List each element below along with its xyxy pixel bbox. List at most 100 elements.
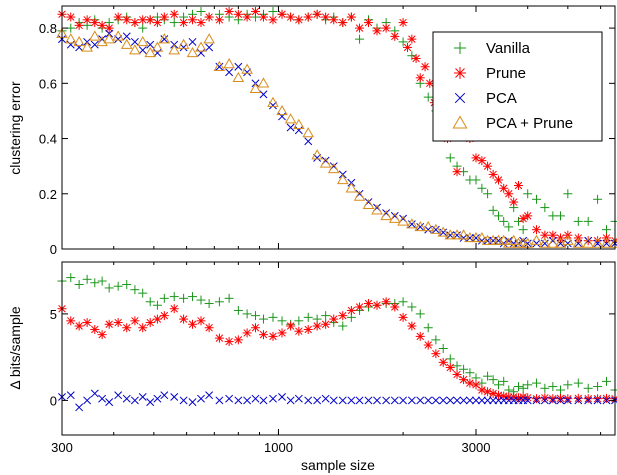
bottom-pca-point	[205, 391, 214, 400]
top-prune-point	[258, 12, 268, 22]
bottom-prune-point	[459, 375, 469, 385]
top-pca-point	[205, 43, 214, 52]
top-prune-point	[346, 12, 356, 22]
legend-marker-vanilla	[454, 42, 466, 54]
top-y-tick-label: 0.6	[39, 76, 57, 91]
top-pca_prune-point	[257, 77, 270, 88]
bottom-vanilla-point	[214, 297, 224, 307]
top-pca_prune-point	[502, 237, 515, 248]
bottom-plot-frame	[61, 261, 616, 436]
bottom-pca-point	[382, 396, 391, 405]
bottom-prune-point	[602, 393, 612, 403]
bottom-pca-point	[278, 392, 286, 401]
top-pca_prune-point	[554, 237, 567, 248]
top-vanilla-point	[138, 23, 148, 33]
bottom-pca-point	[160, 391, 169, 400]
top-pca_prune-point	[311, 149, 323, 160]
bottom-vanilla-point	[138, 288, 148, 298]
top-prune-point	[90, 18, 100, 28]
bottom-prune-point	[415, 331, 425, 341]
bottom-vanilla-point	[493, 380, 503, 390]
bottom-vanilla-point	[398, 297, 408, 307]
bottom-pca-point	[465, 396, 474, 405]
bottom-pca-point	[338, 396, 347, 405]
bottom-vanilla-point	[407, 302, 417, 312]
top-vanilla-point	[518, 225, 528, 235]
top-pca-point	[424, 225, 433, 234]
top-pca_prune-point	[249, 82, 262, 94]
bottom-panel: 300 1000 3000 0 5 Δ bits/sample sample size	[7, 261, 617, 473]
bottom-vanilla-point	[483, 371, 493, 381]
bottom-vanilla-point	[204, 299, 214, 309]
bottom-prune-point	[445, 363, 455, 373]
top-prune-point	[233, 9, 243, 19]
top-pca-point	[197, 48, 205, 57]
top-pca-point	[286, 123, 295, 132]
bottom-pca-point	[390, 396, 399, 405]
bottom-pca-point	[407, 396, 416, 405]
bottom-vanilla-point	[445, 354, 455, 364]
top-pca_prune-point	[302, 127, 315, 138]
bottom-vanilla-point	[179, 293, 189, 303]
bottom-prune-point	[355, 302, 365, 312]
bottom-vanilla-point	[602, 376, 612, 386]
top-panel-marks	[56, 7, 617, 248]
top-pca_prune-point	[397, 215, 409, 226]
bottom-pca-point	[122, 394, 131, 403]
top-pca_prune-point	[336, 174, 349, 185]
top-y-tick-label: 0	[50, 242, 57, 257]
top-prune-point	[504, 189, 514, 199]
top-prune-point	[277, 9, 287, 19]
top-vanilla-point	[268, 7, 278, 17]
top-prune-point	[411, 53, 421, 63]
bottom-pca-point	[243, 396, 252, 405]
bottom-prune-point	[196, 316, 206, 326]
top-prune-point	[518, 214, 528, 224]
top-pca-point	[188, 37, 197, 46]
top-prune-point	[188, 15, 198, 25]
top-prune-point	[381, 23, 391, 33]
legend-marker-pca_prune	[452, 115, 468, 129]
top-pca_prune-point	[327, 162, 340, 174]
bottom-pca-point	[574, 396, 583, 405]
bottom-pca-point	[453, 396, 461, 405]
bottom-pca-point	[477, 396, 486, 405]
bottom-pca-point	[532, 396, 541, 405]
top-prune-point	[224, 7, 234, 17]
top-prune-point	[66, 12, 76, 22]
bottom-vanilla-point	[250, 311, 260, 321]
bottom-pca-point	[472, 396, 480, 405]
top-pca_prune-point	[507, 234, 520, 245]
top-pca_prune-point	[81, 41, 93, 52]
bottom-prune-point	[258, 330, 268, 340]
bottom-vanilla-point	[82, 274, 92, 284]
bottom-vanilla-point	[303, 312, 313, 322]
top-pca-point	[304, 137, 313, 146]
top-prune-point	[97, 20, 107, 30]
bottom-pca-point	[523, 396, 532, 405]
top-pca_prune-point	[345, 182, 358, 193]
top-prune-point	[372, 26, 382, 36]
bottom-pca-point	[347, 396, 356, 405]
bottom-vanilla-point	[573, 378, 583, 388]
bottom-pca-point	[259, 396, 268, 405]
bottom-panel-marks	[57, 273, 617, 412]
bottom-vanilla-point	[113, 281, 123, 291]
bottom-prune-point	[312, 321, 322, 331]
top-pca_prune-point	[203, 33, 215, 44]
bottom-vanilla-point	[523, 380, 533, 390]
top-prune-point	[531, 225, 541, 235]
top-vanilla-point	[548, 211, 558, 221]
top-y-tick-label: 0.8	[39, 21, 57, 36]
bottom-vanilla-point	[159, 293, 169, 303]
bottom-prune-point	[66, 316, 76, 326]
top-y-axis-label: clustering error	[7, 81, 23, 175]
top-vanilla-point	[602, 225, 612, 235]
bottom-prune-point	[321, 319, 331, 329]
legend-label-vanilla: Vanilla	[486, 40, 531, 57]
bottom-prune-point	[583, 394, 593, 404]
bottom-vanilla-point	[145, 297, 155, 307]
top-pca-point	[259, 90, 268, 99]
legend-marker-pca	[454, 92, 466, 104]
top-pca-point	[179, 43, 188, 52]
